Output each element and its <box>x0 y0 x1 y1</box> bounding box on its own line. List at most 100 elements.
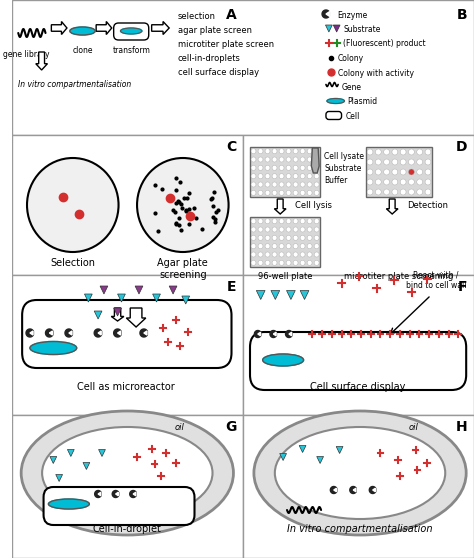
Polygon shape <box>56 474 63 482</box>
Circle shape <box>27 158 118 252</box>
Text: selection
agar plate screen
microtiter plate screen
cell-in-droplets
cell surfac: selection agar plate screen microtiter p… <box>178 12 274 76</box>
Text: Cell surface display: Cell surface display <box>310 382 406 392</box>
Bar <box>250 217 320 267</box>
Polygon shape <box>94 329 101 337</box>
Polygon shape <box>144 331 147 335</box>
Circle shape <box>300 227 305 232</box>
Text: Detection: Detection <box>407 200 448 209</box>
Polygon shape <box>322 10 329 18</box>
Polygon shape <box>26 329 34 337</box>
Circle shape <box>300 244 305 249</box>
Circle shape <box>279 235 284 240</box>
Polygon shape <box>96 22 112 35</box>
Circle shape <box>265 244 270 249</box>
Circle shape <box>258 165 263 170</box>
Circle shape <box>314 182 319 187</box>
Circle shape <box>392 189 398 195</box>
Text: A: A <box>226 8 237 22</box>
Polygon shape <box>373 488 375 492</box>
Circle shape <box>400 179 406 185</box>
Circle shape <box>272 235 277 240</box>
Circle shape <box>251 219 256 224</box>
Circle shape <box>375 179 381 185</box>
Circle shape <box>251 261 256 266</box>
Circle shape <box>307 261 312 266</box>
Circle shape <box>279 227 284 232</box>
Circle shape <box>272 182 277 187</box>
Circle shape <box>367 169 373 175</box>
Text: D: D <box>456 140 467 154</box>
FancyBboxPatch shape <box>326 112 342 119</box>
Circle shape <box>417 179 423 185</box>
Polygon shape <box>95 490 101 498</box>
Circle shape <box>314 252 319 257</box>
Ellipse shape <box>275 427 445 519</box>
Circle shape <box>383 159 390 165</box>
Circle shape <box>286 261 291 266</box>
Polygon shape <box>50 456 57 464</box>
Circle shape <box>300 261 305 266</box>
Circle shape <box>425 179 431 185</box>
Text: Substrate: Substrate <box>344 25 381 34</box>
Circle shape <box>367 179 373 185</box>
Polygon shape <box>285 330 292 338</box>
Bar <box>12 0 474 135</box>
Polygon shape <box>114 308 121 316</box>
Text: C: C <box>226 140 237 154</box>
Circle shape <box>279 219 284 224</box>
Circle shape <box>425 189 431 195</box>
Circle shape <box>375 149 381 155</box>
Circle shape <box>286 174 291 179</box>
Circle shape <box>409 179 414 185</box>
Circle shape <box>383 189 390 195</box>
Circle shape <box>293 174 298 179</box>
Text: E: E <box>227 280 237 294</box>
Ellipse shape <box>70 27 95 35</box>
Polygon shape <box>116 492 118 496</box>
Circle shape <box>293 219 298 224</box>
Text: Gene: Gene <box>342 83 362 92</box>
Circle shape <box>286 182 291 187</box>
Polygon shape <box>289 332 292 336</box>
Circle shape <box>272 148 277 153</box>
Ellipse shape <box>254 411 466 535</box>
Polygon shape <box>152 22 169 35</box>
Polygon shape <box>46 329 53 337</box>
Polygon shape <box>84 294 92 302</box>
Ellipse shape <box>30 341 77 354</box>
Circle shape <box>293 182 298 187</box>
Circle shape <box>258 219 263 224</box>
Polygon shape <box>270 330 276 338</box>
Circle shape <box>265 261 270 266</box>
Circle shape <box>409 169 414 175</box>
Circle shape <box>279 165 284 170</box>
Circle shape <box>279 157 284 162</box>
Circle shape <box>300 219 305 224</box>
Circle shape <box>314 174 319 179</box>
Circle shape <box>251 244 256 249</box>
Polygon shape <box>326 25 332 32</box>
Polygon shape <box>273 332 276 336</box>
Circle shape <box>375 189 381 195</box>
Circle shape <box>293 165 298 170</box>
Circle shape <box>417 169 423 175</box>
Polygon shape <box>99 450 105 456</box>
Bar <box>243 135 474 275</box>
Bar <box>250 147 320 197</box>
Circle shape <box>425 149 431 155</box>
Circle shape <box>258 244 263 249</box>
Text: transform: transform <box>112 46 150 55</box>
Circle shape <box>265 219 270 224</box>
Polygon shape <box>98 331 101 335</box>
Circle shape <box>300 182 305 187</box>
Ellipse shape <box>263 354 303 366</box>
Polygon shape <box>133 492 136 496</box>
Circle shape <box>293 252 298 257</box>
Text: Cell-in-droplet: Cell-in-droplet <box>93 524 162 534</box>
Polygon shape <box>94 311 102 319</box>
Circle shape <box>265 165 270 170</box>
Polygon shape <box>274 199 286 214</box>
Text: Enzyme: Enzyme <box>337 11 368 20</box>
Circle shape <box>307 244 312 249</box>
Polygon shape <box>30 331 33 335</box>
